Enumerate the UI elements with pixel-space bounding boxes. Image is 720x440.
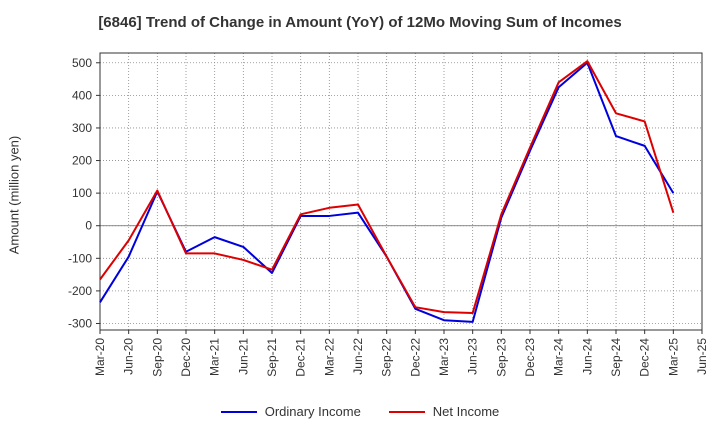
plot-border <box>99 52 703 331</box>
legend-item-ordinary-income: Ordinary Income <box>220 404 361 419</box>
y-tick-label: 500 <box>72 56 92 70</box>
x-tick-label: Dec-20 <box>179 338 193 377</box>
x-tick-label: Jun-24 <box>580 338 594 375</box>
x-tick-label: Jun-21 <box>236 338 250 375</box>
y-tick-label: 0 <box>85 219 92 233</box>
y-tick-label: 200 <box>72 154 92 168</box>
x-tick-labels: Mar-20 Jun-20 Sep-20 Dec-20 Mar-21 Jun-21 Sep-… <box>93 338 709 377</box>
x-tick-label: Mar-25 <box>666 338 680 376</box>
x-tick-label: Mar-20 <box>93 338 107 376</box>
x-tick-label: Dec-23 <box>523 338 537 377</box>
x-tick-label: Jun-25 <box>695 338 709 375</box>
axes <box>96 52 703 334</box>
chart-title: [6846] Trend of Change in Amount (YoY) o… <box>98 14 622 31</box>
x-tick-label: Sep-22 <box>380 338 394 377</box>
x-tick-label: Jun-20 <box>122 338 136 375</box>
x-tick-label: Dec-21 <box>294 338 308 377</box>
x-tick-label: Mar-23 <box>437 338 451 376</box>
y-tick-label: -300 <box>68 316 92 330</box>
x-tick-label: Mar-22 <box>322 338 336 376</box>
x-tick-label: Dec-22 <box>408 338 422 377</box>
legend-item-net-income: Net Income <box>388 404 500 419</box>
legend: Ordinary Income Net Income <box>0 404 720 419</box>
x-tick-label: Sep-23 <box>494 338 508 377</box>
legend-swatch-ordinary-income <box>220 410 257 413</box>
series-lines <box>99 60 675 323</box>
x-tick-label: Sep-24 <box>609 338 623 377</box>
x-tick-label: Dec-24 <box>638 338 652 377</box>
series-line-net-income <box>99 60 675 315</box>
x-tick-label: Mar-21 <box>208 338 222 376</box>
x-tick-label: Jun-22 <box>351 338 365 375</box>
y-tick-labels: 500 400 300 200 100 0 -100 -200 -300 <box>68 56 92 331</box>
grid-lines <box>99 53 703 330</box>
legend-label-net-income: Net Income <box>432 404 500 419</box>
y-tick-label: 300 <box>72 121 92 135</box>
x-tick-label: Jun-23 <box>466 338 480 375</box>
legend-label-ordinary-income: Ordinary Income <box>264 404 361 419</box>
x-tick-label: Mar-24 <box>552 338 566 376</box>
y-tick-label: 400 <box>72 88 92 102</box>
x-tick-label: Sep-20 <box>150 338 164 377</box>
plot-area <box>100 53 702 330</box>
legend-swatch-net-income <box>388 410 425 413</box>
y-tick-label: -100 <box>68 251 92 265</box>
y-tick-label: 100 <box>72 186 92 200</box>
x-tick-label: Sep-21 <box>265 338 279 377</box>
y-tick-label: -200 <box>68 284 92 298</box>
